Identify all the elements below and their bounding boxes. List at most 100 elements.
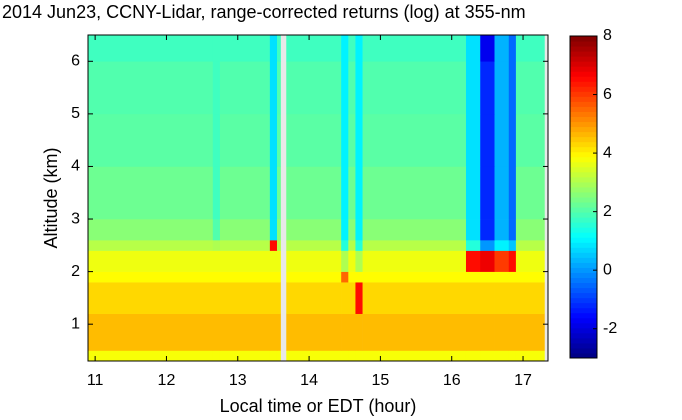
heatmap-cell [212, 219, 221, 241]
heatmap-cell [480, 282, 495, 314]
heatmap-cell [269, 219, 278, 241]
heatmap-cell [508, 35, 517, 62]
heatmap-cell [88, 35, 214, 62]
colorbar-segment [570, 272, 597, 278]
heatmap-cell [355, 282, 363, 314]
heatmap-cell [276, 240, 281, 251]
heatmap-cell [212, 350, 221, 362]
heatmap-cell [341, 35, 349, 62]
colorbar-segment [570, 46, 597, 52]
heatmap-cell [480, 35, 495, 62]
heatmap-cell [212, 35, 221, 62]
heatmap-cell [286, 250, 342, 272]
colorbar-segment [570, 91, 597, 97]
heatmap-cell [212, 166, 221, 220]
colorbar-segment [570, 302, 597, 309]
heatmap-cell [276, 219, 281, 241]
y-tick-label: 6 [71, 53, 80, 70]
heatmap-cell [286, 350, 342, 362]
heatmap-cell [465, 271, 481, 283]
colorbar-segment [570, 176, 597, 183]
heatmap-cell [355, 113, 363, 167]
heatmap [88, 35, 545, 362]
colorbar-segment [570, 292, 597, 299]
heatmap-cell [88, 282, 214, 314]
colorbar-segment [570, 126, 597, 133]
heatmap-cell [348, 282, 356, 314]
heatmap-cell [465, 166, 481, 220]
heatmap-cell [480, 240, 495, 251]
heatmap-cell [465, 35, 481, 62]
heatmap-cell [276, 166, 281, 220]
heatmap-cell [465, 250, 481, 272]
heatmap-cell [515, 113, 545, 167]
colorbar-segment [570, 106, 597, 112]
colorbar-segment [570, 262, 597, 268]
heatmap-cell [480, 61, 495, 115]
colorbar-segment [570, 56, 597, 62]
heatmap-cell [269, 166, 278, 220]
heatmap-cell [341, 61, 349, 115]
colorbar-segment [570, 86, 597, 92]
x-tick-label: 12 [158, 372, 176, 389]
colorbar-segment [570, 161, 597, 168]
colorbar-segment [570, 121, 597, 128]
y-tick-label: 2 [71, 263, 80, 280]
colorbar-segment [570, 51, 597, 57]
heatmap-cell [465, 240, 481, 251]
heatmap-cell [269, 313, 278, 351]
heatmap-cell [212, 61, 221, 115]
heatmap-cell [515, 219, 545, 241]
heatmap-cell [269, 61, 278, 115]
colorbar-segment [570, 282, 597, 289]
colorbar-segment [570, 347, 597, 354]
heatmap-cell [286, 240, 342, 251]
heatmap-cell [341, 350, 349, 362]
heatmap-cell [362, 313, 467, 351]
heatmap-cell [348, 166, 356, 220]
heatmap-cell [212, 313, 221, 351]
colorbar-segment [570, 352, 597, 359]
colorbar-frame [569, 35, 598, 359]
x-tick-label: 13 [229, 372, 247, 389]
colorbar-segment [570, 312, 597, 319]
colorbar: -2 0 2 4 6 8 [569, 27, 617, 359]
heatmap-cell [219, 350, 271, 362]
heatmap-cell [88, 219, 214, 241]
heatmap-cell [465, 219, 481, 241]
heatmap-cell [515, 271, 545, 283]
heatmap-cell [286, 166, 342, 220]
heatmap-cell [286, 271, 342, 283]
heatmap-cell [508, 61, 517, 115]
heatmap-cell [494, 350, 510, 362]
colorbar-segment [570, 36, 597, 42]
colorbar-segment [570, 81, 597, 87]
colorbar-segment [570, 217, 597, 223]
colorbar-segment [570, 277, 597, 284]
heatmap-cell [219, 61, 271, 115]
heatmap-cell [494, 282, 510, 314]
heatmap-cell [480, 250, 495, 272]
heatmap-cell [465, 282, 481, 314]
heatmap-cell [341, 313, 349, 351]
heatmap-cell [362, 219, 467, 241]
heatmap-cell [286, 282, 342, 314]
x-tick-label: 17 [514, 372, 532, 389]
colorbar-segment [570, 171, 597, 178]
heatmap-cell [494, 113, 510, 167]
heatmap-cell [348, 250, 356, 272]
heatmap-cell [465, 113, 481, 167]
colorbar-segment [570, 237, 597, 243]
heatmap-cell [508, 282, 517, 314]
colorbar-segment [570, 151, 597, 158]
heatmap-cell [269, 35, 278, 62]
heatmap-cell [465, 313, 481, 351]
colorbar-segment [570, 141, 597, 148]
heatmap-cell [212, 282, 221, 314]
colorbar-segment [570, 322, 597, 329]
heatmap-cell [88, 271, 214, 283]
heatmap-cell [269, 350, 278, 362]
heatmap-cell [219, 240, 271, 251]
heatmap-cell [480, 350, 495, 362]
